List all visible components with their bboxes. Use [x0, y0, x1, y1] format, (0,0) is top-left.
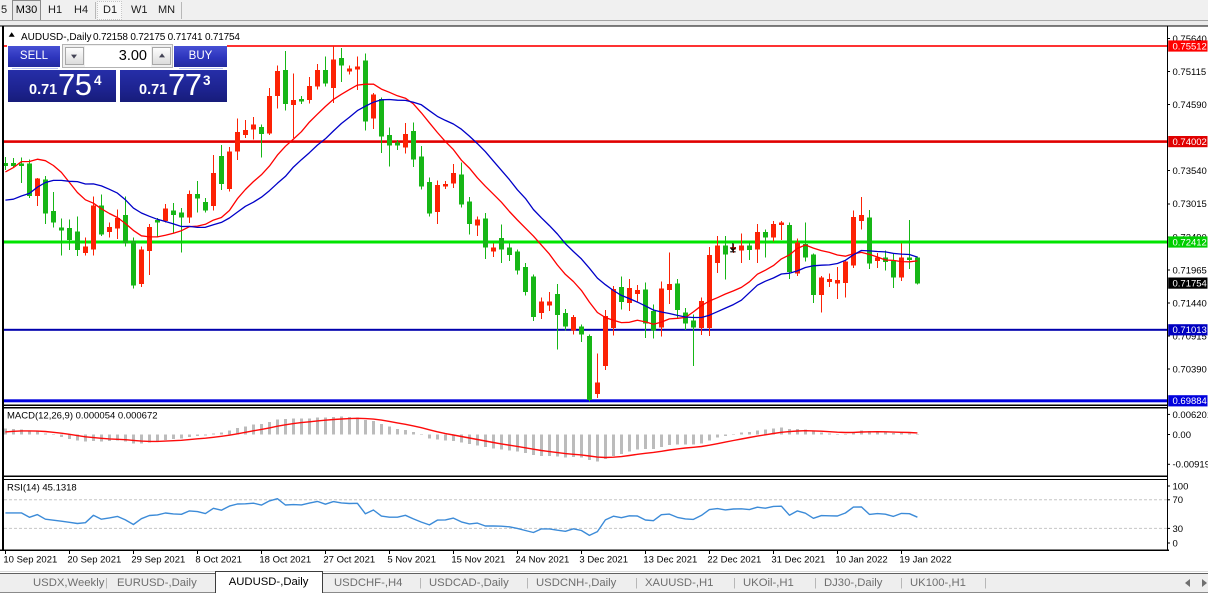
svg-text:0.73015: 0.73015: [1173, 199, 1207, 210]
svg-text:13 Dec 2021: 13 Dec 2021: [643, 555, 697, 566]
svg-text:30: 30: [1173, 524, 1184, 535]
svg-text:0.69884: 0.69884: [1173, 396, 1207, 407]
svg-text:0.75115: 0.75115: [1173, 67, 1207, 78]
svg-text:0.72412: 0.72412: [1173, 237, 1207, 248]
svg-text:0.75512: 0.75512: [1173, 41, 1207, 52]
svg-text:0.70915: 0.70915: [1173, 332, 1207, 343]
svg-text:0: 0: [1173, 538, 1178, 549]
svg-text:0.73540: 0.73540: [1173, 166, 1207, 177]
svg-text:0.71754: 0.71754: [1173, 279, 1207, 290]
svg-text:22 Dec 2021: 22 Dec 2021: [707, 555, 761, 566]
svg-text:0.00: 0.00: [1173, 430, 1192, 441]
svg-text:-0.00919: -0.00919: [1173, 460, 1208, 471]
svg-text:RSI(14) 45.1318: RSI(14) 45.1318: [7, 482, 77, 493]
svg-text:0.71440: 0.71440: [1173, 298, 1207, 309]
svg-text:31 Dec 2021: 31 Dec 2021: [771, 555, 825, 566]
svg-text:100: 100: [1173, 481, 1189, 492]
svg-text:8 Oct 2021: 8 Oct 2021: [195, 555, 241, 566]
svg-text:29 Sep 2021: 29 Sep 2021: [131, 555, 185, 566]
svg-text:15 Nov 2021: 15 Nov 2021: [451, 555, 505, 566]
svg-text:0.74002: 0.74002: [1173, 137, 1207, 148]
svg-text:0.75640: 0.75640: [1173, 34, 1207, 45]
svg-text:5 Nov 2021: 5 Nov 2021: [387, 555, 436, 566]
svg-text:18 Oct 2021: 18 Oct 2021: [259, 555, 311, 566]
svg-text:0.71013: 0.71013: [1173, 325, 1207, 336]
svg-text:10 Jan 2022: 10 Jan 2022: [835, 555, 887, 566]
svg-text:19 Jan 2022: 19 Jan 2022: [899, 555, 951, 566]
svg-text:0.71965: 0.71965: [1173, 265, 1207, 276]
svg-text:0.70390: 0.70390: [1173, 365, 1207, 376]
svg-text:27 Oct 2021: 27 Oct 2021: [323, 555, 375, 566]
svg-text:10 Sep 2021: 10 Sep 2021: [3, 555, 57, 566]
svg-text:MACD(12,26,9) 0.000054 0.00067: MACD(12,26,9) 0.000054 0.000672: [7, 411, 158, 422]
svg-text:24 Nov 2021: 24 Nov 2021: [515, 555, 569, 566]
svg-text:AUDUSD-,Daily: AUDUSD-,Daily: [21, 32, 92, 43]
svg-text:20 Sep 2021: 20 Sep 2021: [67, 555, 121, 566]
svg-text:0.74590: 0.74590: [1173, 100, 1207, 111]
svg-text:70: 70: [1173, 495, 1184, 506]
svg-text:3 Dec 2021: 3 Dec 2021: [579, 555, 628, 566]
svg-text:0.006201: 0.006201: [1173, 410, 1208, 421]
svg-text:0.72158 0.72175 0.71741 0.7175: 0.72158 0.72175 0.71741 0.71754: [93, 32, 240, 43]
